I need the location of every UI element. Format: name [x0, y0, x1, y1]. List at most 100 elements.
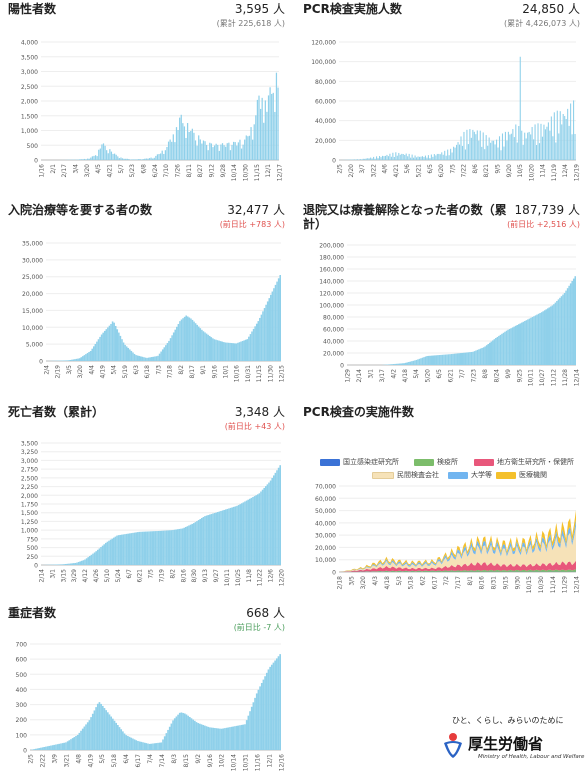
chart-bar	[89, 350, 92, 361]
x-tick-label: 10/31	[243, 754, 250, 771]
x-tick-label: 8/17	[189, 365, 196, 379]
x-tick-label: 8/31	[491, 576, 498, 590]
x-tick-label: 5/18	[408, 576, 415, 590]
chart-bar	[265, 304, 267, 361]
x-tick-label: 12/14	[574, 369, 581, 386]
chart-bar	[46, 746, 49, 750]
chart-bar	[212, 338, 214, 361]
chart-bar	[33, 749, 36, 750]
x-tick-label: 12/15	[279, 365, 286, 382]
chart-bar	[423, 357, 425, 365]
chart-bar	[411, 154, 413, 160]
chart-bar	[466, 352, 468, 365]
chart-bar	[162, 530, 165, 565]
chart-bar	[359, 159, 361, 160]
x-tick-label: 2/18	[337, 576, 344, 590]
chart-bar	[150, 357, 153, 361]
x-tick-label: 10/30	[538, 576, 545, 593]
y-tick-label: 0	[39, 359, 43, 366]
chart-bar	[545, 309, 547, 365]
chart-bar	[140, 159, 143, 160]
chart-bar	[80, 730, 82, 750]
chart-bar	[510, 328, 512, 365]
chart-bar	[254, 697, 256, 750]
chart-bar	[199, 328, 202, 361]
chart-bar	[145, 158, 147, 160]
chart-bar	[260, 314, 263, 361]
chart-bar	[531, 317, 534, 365]
chart-bar	[210, 514, 213, 565]
chart-bar	[450, 148, 452, 160]
chart-bar	[194, 323, 197, 361]
chart-bar	[224, 342, 227, 361]
chart-bar	[556, 301, 558, 365]
chart-bar	[193, 132, 195, 160]
chart-bar	[261, 97, 263, 160]
y-tick-label: 30,000	[315, 533, 336, 540]
chart-bar	[134, 159, 136, 160]
chart-bar	[228, 142, 230, 160]
chart-bar	[96, 156, 98, 160]
chart-bar	[113, 322, 115, 361]
chart-bar	[264, 676, 266, 750]
chart-bar	[194, 140, 197, 160]
chart-bar	[540, 123, 542, 160]
x-tick-label: 7/26	[175, 164, 182, 178]
legend-item[interactable]: 検疫所	[414, 457, 458, 467]
chart-bar	[493, 339, 496, 365]
legend-item[interactable]: 民間検査会社	[372, 470, 439, 480]
chart-bar	[234, 343, 236, 361]
y-tick-label: 25,000	[22, 274, 43, 281]
y-tick-label: 20,000	[323, 351, 344, 358]
chart-bar	[248, 336, 250, 361]
chart-bar	[237, 725, 240, 750]
x-tick-label: 4/18	[402, 369, 409, 383]
chart-bar	[478, 349, 480, 365]
chart-bar	[565, 290, 567, 365]
chart-bar	[146, 531, 149, 565]
chart-bar	[537, 313, 540, 365]
chart-bar	[550, 306, 552, 365]
chart-bar	[244, 501, 246, 565]
chart-bar	[94, 343, 97, 361]
chart-bar	[154, 531, 157, 565]
y-tick-label: 0	[34, 563, 38, 570]
chart-bar	[418, 358, 421, 365]
chart-bar	[108, 325, 111, 361]
x-tick-label: 9/20	[506, 164, 513, 178]
chart-bar	[79, 561, 81, 565]
chart-bar	[441, 354, 444, 365]
panel-discharged: 退院又は療養解除となった者の数（累 計） 187,739 人 (前日比 +2,5…	[303, 203, 580, 395]
x-tick-label: 9/27	[213, 569, 220, 583]
chart-bar	[103, 544, 105, 565]
chart-bar	[438, 153, 440, 160]
chart-bar	[386, 154, 388, 160]
chart-bar	[516, 325, 518, 365]
legend-item[interactable]: 国立感染症研究所	[320, 457, 399, 467]
chart-bar	[230, 343, 233, 361]
y-tick-label: 40,000	[315, 118, 336, 125]
chart-bar	[371, 158, 373, 160]
x-tick-label: 8/27	[197, 164, 204, 178]
y-tick-label: 750	[27, 536, 39, 543]
x-tick-label: 9/25	[516, 369, 523, 383]
chart-bar	[179, 117, 181, 160]
legend-item[interactable]: 医療機関	[496, 470, 547, 480]
chart-bar	[97, 339, 100, 361]
chart-bar	[154, 356, 156, 361]
chart-bar	[259, 108, 262, 160]
legend-item[interactable]: 地方衛生研究所・保健所	[474, 457, 574, 467]
chart-bar	[514, 325, 517, 365]
chart-bar	[128, 736, 131, 750]
chart-bar	[73, 737, 76, 750]
chart-bar	[389, 153, 391, 160]
chart-bar	[113, 720, 116, 750]
y-tick-label: 0	[332, 158, 336, 165]
chart-bar	[119, 534, 121, 565]
chart-bar	[100, 547, 102, 565]
chart-bar	[569, 283, 572, 365]
y-tick-label: 1,250	[21, 519, 38, 526]
legend-item[interactable]: 大学等	[448, 470, 492, 480]
chart-bar	[153, 743, 156, 750]
chart-bar	[98, 149, 100, 160]
